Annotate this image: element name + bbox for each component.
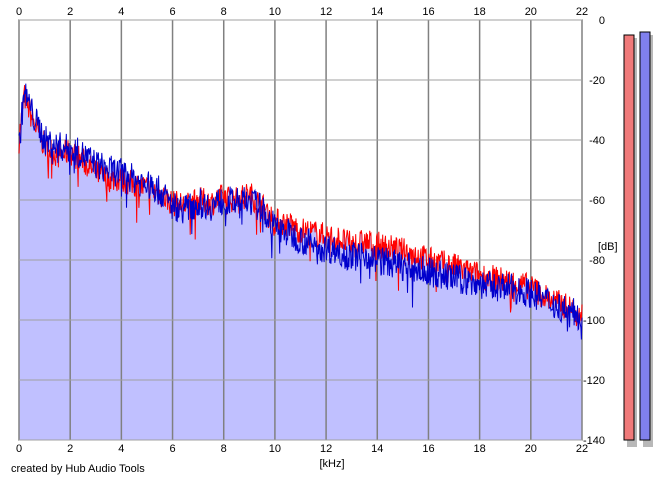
x-tick-label-bottom: 16 xyxy=(422,443,434,455)
series-lines xyxy=(18,83,583,340)
y-tick-label: -20 xyxy=(589,75,605,87)
y-tick-label: 0 xyxy=(599,15,605,27)
x-tick-label-bottom: 14 xyxy=(371,443,383,455)
x-tick-label-bottom: 8 xyxy=(221,443,227,455)
x-axis-label: [kHz] xyxy=(319,458,344,470)
x-tick-label-top: 8 xyxy=(221,6,227,18)
y-tick-label: -80 xyxy=(589,255,605,267)
x-tick-label-top: 16 xyxy=(422,6,434,18)
spectrum-fill xyxy=(19,83,582,440)
x-tick-label-top: 6 xyxy=(169,6,175,18)
x-tick-label-top: 2 xyxy=(67,6,73,18)
x-tick-label-bottom: 22 xyxy=(576,443,588,455)
x-tick-label-bottom: 20 xyxy=(525,443,537,455)
y-tick-label: -120 xyxy=(583,375,605,387)
x-tick-label-bottom: 12 xyxy=(320,443,332,455)
level-meter-0 xyxy=(623,34,635,441)
x-tick-label-bottom: 18 xyxy=(474,443,486,455)
y-tick-label: -100 xyxy=(583,315,605,327)
y-tick-label: -60 xyxy=(589,195,605,207)
x-tick-label-top: 14 xyxy=(371,6,383,18)
x-tick-label-bottom: 6 xyxy=(169,443,175,455)
x-tick-label-bottom: 10 xyxy=(269,443,281,455)
credit-text: created by Hub Audio Tools xyxy=(11,463,145,475)
x-tick-label-bottom: 2 xyxy=(67,443,73,455)
y-tick-label: -40 xyxy=(589,135,605,147)
x-tick-label-top: 22 xyxy=(576,6,588,18)
series-line-1 xyxy=(18,83,583,340)
y-tick-label: -140 xyxy=(583,435,605,447)
grid xyxy=(18,19,583,441)
x-tick-label-top: 18 xyxy=(474,6,486,18)
y-ticks: 0 -20 -40 -60 -80 -100 -120 -140 xyxy=(583,15,605,447)
y-axis-label: [dB] xyxy=(598,241,618,253)
x-tick-label-top: 4 xyxy=(118,6,124,18)
level-meters xyxy=(623,31,653,447)
x-ticks-bottom: 0 2 4 6 8 10 12 14 16 18 20 22 xyxy=(16,443,588,455)
x-tick-label-bottom: 0 xyxy=(16,443,22,455)
x-tick-label-top: 10 xyxy=(269,6,281,18)
x-tick-label-top: 20 xyxy=(525,6,537,18)
x-tick-label-bottom: 4 xyxy=(118,443,124,455)
level-meter-1 xyxy=(639,31,651,441)
x-ticks-top: 0 2 4 6 8 10 12 14 16 18 20 22 xyxy=(16,6,588,18)
x-tick-label-top: 12 xyxy=(320,6,332,18)
x-tick-label-top: 0 xyxy=(16,6,22,18)
